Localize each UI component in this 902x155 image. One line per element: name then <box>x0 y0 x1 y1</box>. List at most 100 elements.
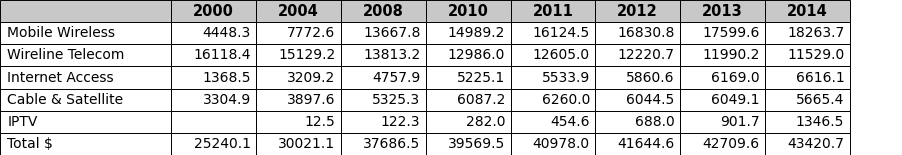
Bar <box>595 89 680 111</box>
Text: 15129.2: 15129.2 <box>279 48 336 62</box>
Bar <box>680 22 765 44</box>
Text: 1368.5: 1368.5 <box>202 71 251 84</box>
Text: 3304.9: 3304.9 <box>203 93 251 107</box>
Bar <box>256 44 341 66</box>
Bar <box>680 133 765 155</box>
Text: 5665.4: 5665.4 <box>796 93 844 107</box>
Text: 12.5: 12.5 <box>305 115 336 129</box>
Bar <box>426 0 511 22</box>
Text: 6049.1: 6049.1 <box>711 93 759 107</box>
Bar <box>511 22 595 44</box>
Bar <box>171 22 256 44</box>
Bar <box>511 111 595 133</box>
Bar <box>680 111 765 133</box>
Bar <box>765 89 850 111</box>
Bar <box>171 133 256 155</box>
Bar <box>256 0 341 22</box>
Text: 5325.3: 5325.3 <box>373 93 420 107</box>
Text: 122.3: 122.3 <box>381 115 420 129</box>
Bar <box>765 22 850 44</box>
Bar <box>0 22 171 44</box>
Text: 13813.2: 13813.2 <box>364 48 420 62</box>
Text: 2012: 2012 <box>617 4 658 19</box>
Text: Internet Access: Internet Access <box>7 71 114 84</box>
Text: 18263.7: 18263.7 <box>787 26 844 40</box>
Text: IPTV: IPTV <box>7 115 38 129</box>
Bar <box>171 44 256 66</box>
Bar <box>171 66 256 89</box>
Bar <box>426 22 511 44</box>
Text: 2004: 2004 <box>278 4 319 19</box>
Text: 3897.6: 3897.6 <box>287 93 336 107</box>
Text: 16118.4: 16118.4 <box>193 48 251 62</box>
Text: 14989.2: 14989.2 <box>447 26 505 40</box>
Text: 12986.0: 12986.0 <box>447 48 505 62</box>
Bar <box>0 44 171 66</box>
Text: 30021.1: 30021.1 <box>279 137 336 151</box>
Bar <box>0 133 171 155</box>
Bar <box>341 22 426 44</box>
Text: 42709.6: 42709.6 <box>703 137 759 151</box>
Bar <box>341 89 426 111</box>
Text: 4448.3: 4448.3 <box>203 26 251 40</box>
Text: 5533.9: 5533.9 <box>542 71 590 84</box>
Text: 12220.7: 12220.7 <box>618 48 675 62</box>
Bar <box>511 66 595 89</box>
Bar <box>0 89 171 111</box>
Bar <box>595 111 680 133</box>
Text: 454.6: 454.6 <box>550 115 590 129</box>
Bar <box>765 133 850 155</box>
Text: 1346.5: 1346.5 <box>796 115 844 129</box>
Text: 17599.6: 17599.6 <box>702 26 759 40</box>
Text: 39569.5: 39569.5 <box>448 137 505 151</box>
Bar <box>0 66 171 89</box>
Bar <box>256 66 341 89</box>
Bar <box>171 111 256 133</box>
Text: 37686.5: 37686.5 <box>364 137 420 151</box>
Text: 901.7: 901.7 <box>720 115 759 129</box>
Text: 13667.8: 13667.8 <box>363 26 420 40</box>
Bar <box>426 111 511 133</box>
Text: 43420.7: 43420.7 <box>787 137 844 151</box>
Bar <box>341 66 426 89</box>
Text: 2014: 2014 <box>787 4 828 19</box>
Text: 2000: 2000 <box>193 4 235 19</box>
Bar <box>511 44 595 66</box>
Text: 688.0: 688.0 <box>635 115 675 129</box>
Bar <box>426 44 511 66</box>
Bar <box>595 22 680 44</box>
Bar <box>0 111 171 133</box>
Bar <box>256 111 341 133</box>
Bar <box>680 0 765 22</box>
Text: Cable & Satellite: Cable & Satellite <box>7 93 124 107</box>
Text: 41644.6: 41644.6 <box>618 137 675 151</box>
Bar <box>426 133 511 155</box>
Text: 2010: 2010 <box>447 4 489 19</box>
Bar <box>595 0 680 22</box>
Text: 6616.1: 6616.1 <box>796 71 844 84</box>
Text: Wireline Telecom: Wireline Telecom <box>7 48 124 62</box>
Bar <box>341 133 426 155</box>
Text: 11990.2: 11990.2 <box>702 48 759 62</box>
Bar <box>680 89 765 111</box>
Bar <box>256 22 341 44</box>
Text: 4757.9: 4757.9 <box>373 71 420 84</box>
Text: 3209.2: 3209.2 <box>288 71 336 84</box>
Text: 2013: 2013 <box>702 4 743 19</box>
Bar <box>511 133 595 155</box>
Bar <box>595 44 680 66</box>
Text: 16124.5: 16124.5 <box>533 26 590 40</box>
Text: 2008: 2008 <box>363 4 404 19</box>
Bar <box>341 111 426 133</box>
Text: 6087.2: 6087.2 <box>456 93 505 107</box>
Text: 11529.0: 11529.0 <box>787 48 844 62</box>
Bar <box>341 0 426 22</box>
Text: 6169.0: 6169.0 <box>711 71 759 84</box>
Text: 2011: 2011 <box>532 4 574 19</box>
Text: 6260.0: 6260.0 <box>541 93 590 107</box>
Bar <box>0 0 171 22</box>
Bar <box>765 0 850 22</box>
Text: 40978.0: 40978.0 <box>533 137 590 151</box>
Bar <box>765 111 850 133</box>
Bar <box>256 133 341 155</box>
